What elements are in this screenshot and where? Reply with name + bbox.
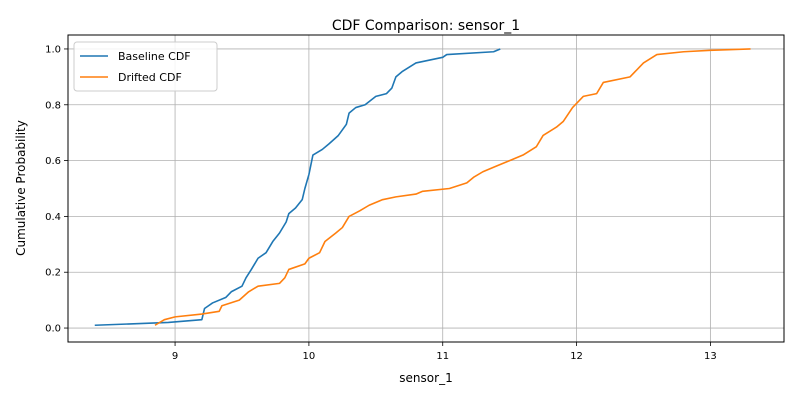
x-tick-label: 10	[303, 351, 316, 362]
legend-label-drifted: Drifted CDF	[118, 71, 182, 84]
plot-frame	[67, 34, 785, 343]
x-axis-label: sensor_1	[399, 371, 452, 385]
x-tick-label: 13	[704, 351, 717, 362]
y-tick-label: 0.4	[45, 212, 61, 223]
y-tick-label: 0.0	[45, 324, 61, 335]
series-line-baseline	[94, 48, 501, 327]
y-tick-label: 1.0	[45, 44, 61, 55]
series-lines	[94, 48, 751, 327]
x-tick-label: 11	[436, 351, 449, 362]
y-axis-label: Cumulative Probability	[14, 120, 28, 256]
legend: Baseline CDF Drifted CDF	[73, 41, 218, 92]
x-tick-label: 9	[172, 351, 178, 362]
series-line-drifted	[154, 48, 751, 326]
y-tick-label: 0.6	[45, 156, 61, 167]
chart-title: CDF Comparison: sensor_1	[332, 18, 520, 34]
ticks: 9 10 11 12 13 0.0 0.2 0.4 0.6 0.8 1.0	[45, 44, 717, 362]
legend-box	[73, 41, 218, 92]
y-tick-label: 0.8	[45, 100, 61, 111]
x-tick-label: 12	[570, 351, 583, 362]
legend-label-baseline: Baseline CDF	[118, 50, 191, 63]
y-tick-label: 0.2	[45, 268, 61, 279]
